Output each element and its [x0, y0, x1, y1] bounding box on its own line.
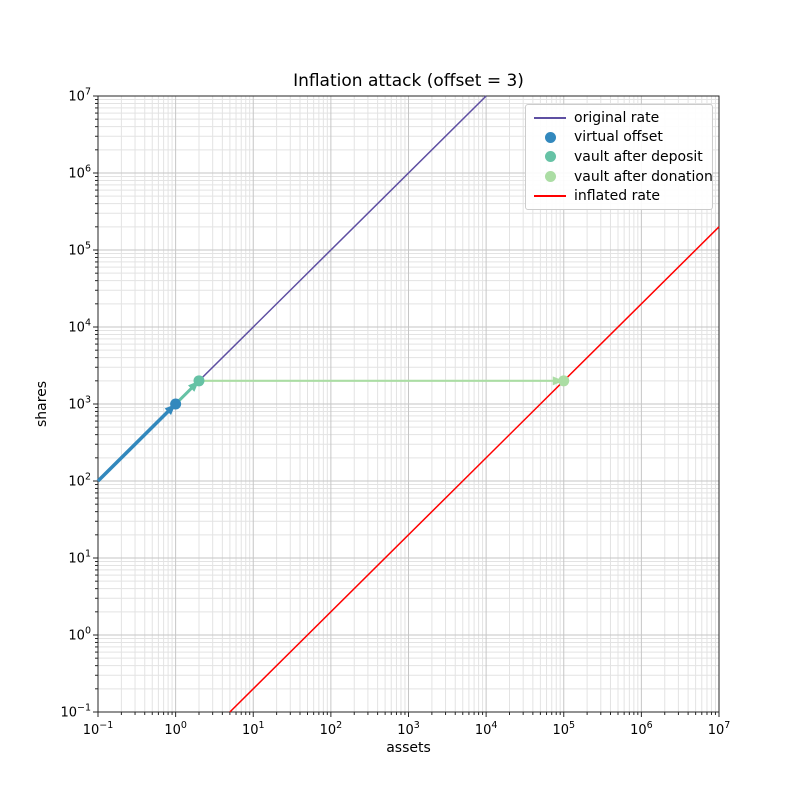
series-inflated-rate: [229, 226, 720, 713]
x-tick-label: 106: [630, 720, 653, 738]
chart-title: Inflation attack (offset = 3): [293, 71, 524, 91]
legend-label: virtual offset: [574, 129, 663, 146]
legend-dot-swatch: [526, 151, 574, 163]
legend-label: vault after deposit: [574, 148, 703, 165]
y-tick-label: 102: [68, 472, 91, 490]
point-vault-after-donation: [558, 375, 570, 387]
x-tick-label: 102: [320, 720, 343, 738]
legend-item-original-rate: original rate: [526, 108, 712, 128]
y-tick-label: 107: [68, 87, 91, 105]
y-tick-label: 105: [68, 241, 91, 259]
y-tick-label: 104: [68, 318, 91, 336]
legend-label: original rate: [574, 109, 660, 126]
legend-dot-swatch: [526, 131, 574, 143]
point-vault-after-deposit: [193, 375, 205, 387]
y-tick-label: 100: [68, 626, 91, 644]
plot-frame: [97, 95, 720, 713]
legend-label: vault after donation: [574, 168, 713, 185]
y-tick-label: 106: [68, 164, 91, 182]
x-tick-label: 107: [708, 720, 731, 738]
legend-item-vault-after-deposit: vault after deposit: [526, 147, 712, 167]
legend: original rate virtual offset vault after d…: [525, 104, 713, 210]
legend-label: inflated rate: [574, 188, 661, 205]
x-tick-label: 100: [164, 720, 187, 738]
y-tick-labels: 10−1 100 101 102 103 104 105 106 107: [60, 87, 91, 721]
y-tick-label: 10−1: [60, 703, 91, 721]
point-virtual-offset: [170, 398, 182, 410]
legend-item-inflated-rate: inflated rate: [526, 186, 712, 206]
y-tick-label: 101: [68, 549, 91, 567]
x-tick-label: 105: [552, 720, 575, 738]
legend-dot-swatch: [526, 171, 574, 183]
y-tick-label: 103: [68, 395, 91, 413]
x-tick-label: 101: [242, 720, 265, 738]
x-axis-label: assets: [386, 740, 431, 756]
legend-item-virtual-offset: virtual offset: [526, 128, 712, 148]
arrow-0-shaft: [96, 407, 173, 483]
x-tick-label: 104: [475, 720, 498, 738]
y-axis-label: shares: [34, 380, 50, 428]
x-tick-labels: 10−1 100 101 102 103 104 105 106 107: [83, 720, 731, 738]
legend-item-vault-after-donation: vault after donation: [526, 167, 713, 187]
x-tick-label: 10−1: [83, 720, 114, 738]
x-tick-label: 103: [397, 720, 420, 738]
legend-line-swatch: [526, 195, 574, 198]
legend-line-swatch: [526, 116, 574, 119]
